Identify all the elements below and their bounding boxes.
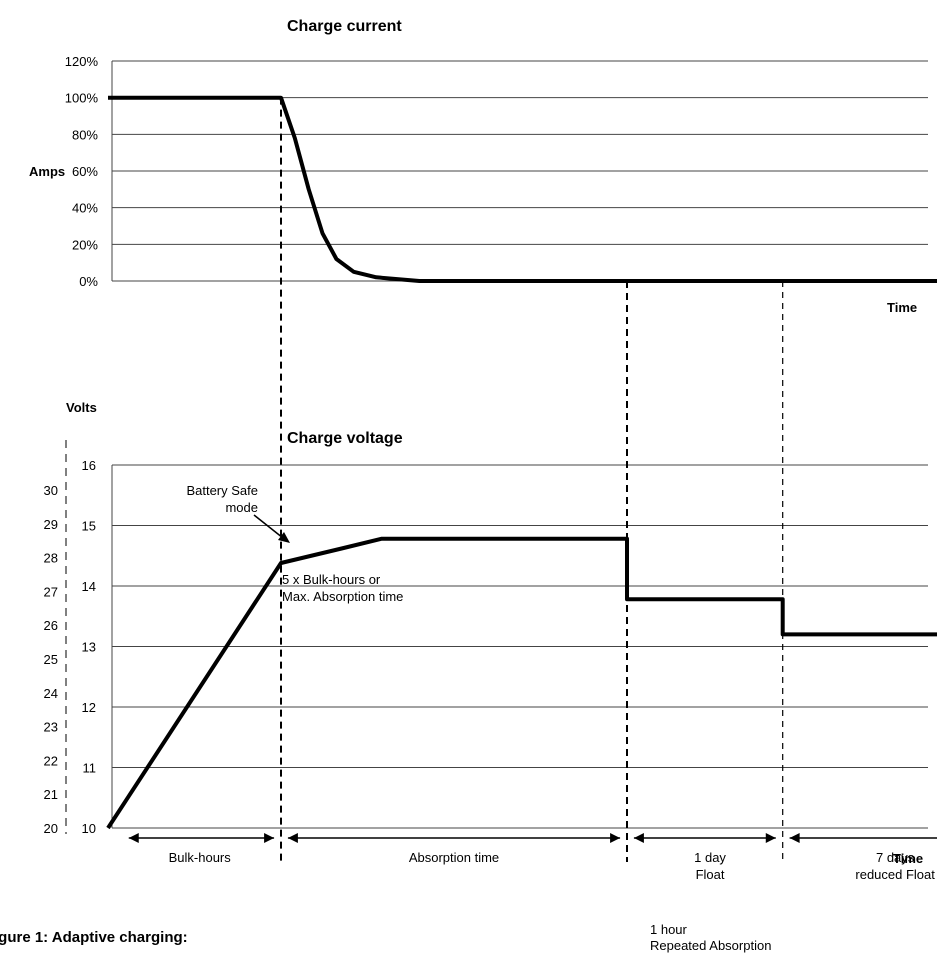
voltage-y-tick-label: 13: [82, 640, 96, 655]
phase-label-line: Absorption time: [409, 850, 499, 865]
current-grid: [111, 60, 928, 282]
arrowhead: [789, 833, 800, 843]
voltage-grid: [111, 464, 928, 829]
phase-label-line: reduced Float: [855, 867, 935, 882]
phase-guide-lines: [280, 97, 784, 862]
phase-label-line: Float: [696, 867, 725, 882]
voltage-secondary-tick-label: 20: [44, 821, 58, 836]
annotation-line: Max. Absorption time: [282, 589, 403, 604]
current-y-tick-label: 80%: [72, 127, 98, 142]
voltage-secondary-tick-label: 23: [44, 720, 58, 735]
voltage-y-axis-label: Volts: [66, 400, 97, 415]
phase-label-line: Bulk-hours: [169, 850, 232, 865]
current-x-axis-label: Time: [887, 300, 917, 315]
voltage-secondary-tick-label: 30: [44, 483, 58, 498]
annotation-line: Battery Safe: [186, 483, 258, 498]
annotation-leader: [253, 514, 284, 539]
current-y-tick-label: 100%: [65, 91, 99, 106]
arrowhead: [264, 833, 275, 843]
current-y-tick-label: 20%: [72, 237, 98, 252]
current-y-tick-label: 40%: [72, 201, 98, 216]
voltage-secondary-tick-label: 21: [44, 787, 58, 802]
charge-current-line: [108, 95, 937, 283]
repeated-absorption-label: Repeated Absorption: [650, 938, 771, 953]
arrowhead: [610, 833, 621, 843]
annotation-line: 5 x Bulk-hours or: [282, 572, 381, 587]
arrowhead: [765, 833, 776, 843]
voltage-secondary-tick-label: 22: [44, 753, 58, 768]
phase-duration-arrows: [128, 833, 937, 843]
voltage-secondary-tick-label: 27: [44, 584, 58, 599]
arrowhead: [287, 833, 298, 843]
current-chart-title: Charge current: [287, 18, 402, 35]
current-y-tick-label: 0%: [79, 274, 98, 289]
annotation-line: mode: [225, 500, 258, 515]
repeated-absorption-label: 1 hour: [650, 922, 688, 937]
voltage-chart-title: Charge voltage: [287, 430, 403, 447]
voltage-y-tick-label: 10: [82, 821, 96, 836]
figure-caption: igure 1: Adaptive charging:: [0, 929, 188, 946]
voltage-y-tick-label: 12: [82, 700, 96, 715]
voltage-y-tick-label: 14: [82, 579, 96, 594]
charge-voltage-line: [106, 536, 937, 830]
voltage-secondary-tick-label: 28: [44, 551, 58, 566]
voltage-secondary-tick-label: 24: [44, 686, 58, 701]
current-y-axis-label: Amps: [29, 164, 65, 179]
voltage-y-tick-label: 15: [82, 519, 96, 534]
phase-labels: Bulk-hours Absorption time 1 day Float 7 day…: [169, 850, 936, 882]
current-y-ticks: 0% 20% 40% 60% 80% 100% 120%: [65, 54, 99, 289]
annotation-arrowhead: [278, 532, 290, 543]
voltage-secondary-tick-label: 26: [44, 618, 58, 633]
voltage-y-tick-label: 11: [83, 761, 97, 776]
phase-label-line: 1 day: [694, 850, 726, 865]
arrowhead: [633, 833, 644, 843]
voltage-x-axis-label: Time: [893, 851, 923, 866]
voltage-y-tick-label: 16: [82, 458, 96, 473]
absorption-limit-annotation: 5 x Bulk-hours or Max. Absorption time: [282, 572, 403, 604]
arrowhead: [128, 833, 139, 843]
battery-safe-mode-annotation: Battery Safe mode: [186, 483, 290, 543]
voltage-secondary-tick-label: 25: [44, 652, 58, 667]
current-y-tick-label: 120%: [65, 54, 99, 69]
voltage-secondary-y-ticks: 20 21 22 23 24 25 26 27 28 29 30: [44, 440, 67, 836]
current-y-tick-label: 60%: [72, 164, 98, 179]
voltage-y-ticks: 10 11 12 13 14 15 16: [82, 458, 96, 836]
phase-label-line: 7 days: [876, 850, 915, 865]
voltage-secondary-tick-label: 29: [44, 517, 58, 532]
